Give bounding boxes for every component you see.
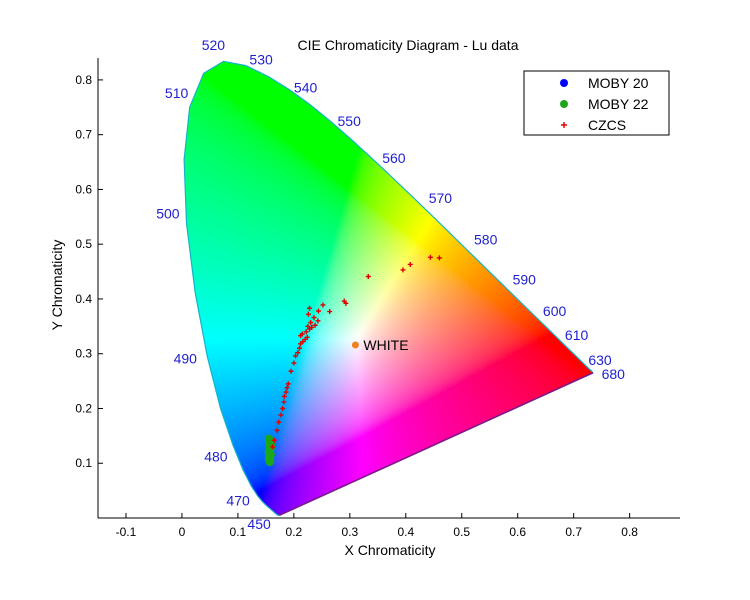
y-tick-label: 0.8 xyxy=(75,73,92,87)
y-tick-label: 0.5 xyxy=(75,237,92,251)
chart-title: CIE Chromaticity Diagram - Lu data xyxy=(298,37,519,53)
data-point xyxy=(309,324,315,330)
wavelength-label: 480 xyxy=(204,449,228,465)
data-point xyxy=(343,300,349,306)
spectral-locus-line xyxy=(183,60,594,516)
x-axis-ticks: -0.1 0 0.1 0.2 0.3 0.4 0.5 0.6 0.7 0.8 xyxy=(116,513,638,539)
wavelength-label: 610 xyxy=(565,327,589,343)
y-tick-label: 0.4 xyxy=(75,292,92,306)
legend: MOBY 20 MOBY 22 CZCS xyxy=(523,70,670,136)
data-point xyxy=(265,458,274,467)
data-point xyxy=(291,360,297,366)
data-point xyxy=(304,334,310,340)
x-tick-label: 0.1 xyxy=(230,525,247,539)
data-point xyxy=(311,315,317,321)
data-point xyxy=(296,345,302,351)
data-point xyxy=(295,350,301,356)
white-point-label: WHITE xyxy=(363,337,408,353)
x-tick-label: 0 xyxy=(179,525,186,539)
y-tick-label: 0.6 xyxy=(75,182,92,196)
data-point xyxy=(427,254,433,260)
wavelength-label: 590 xyxy=(513,271,537,287)
wavelength-label: 520 xyxy=(202,37,226,53)
legend-box xyxy=(523,70,670,136)
wavelength-label: 540 xyxy=(294,80,318,96)
white-point-marker xyxy=(351,341,359,349)
x-tick-label: 0.5 xyxy=(453,525,470,539)
wavelength-labels: 450 470 480 490 500 510 520 530 540 550 560 570 580 5… xyxy=(156,37,625,532)
data-point xyxy=(307,305,313,311)
wavelength-label: 500 xyxy=(156,206,180,222)
data-point xyxy=(305,311,311,317)
x-tick-label: 0.7 xyxy=(565,525,582,539)
wavelength-label: 600 xyxy=(543,303,567,319)
wavelength-label: 530 xyxy=(249,52,273,68)
wavelength-label: 450 xyxy=(247,516,271,532)
wavelength-label: 550 xyxy=(338,113,362,129)
legend-marker xyxy=(561,122,567,128)
data-point xyxy=(285,381,291,387)
data-point xyxy=(278,412,284,418)
line-of-purples xyxy=(279,371,594,516)
axes: -0.1 0 0.1 0.2 0.3 0.4 0.5 0.6 0.7 0.8 0.10.20.30… xyxy=(75,58,680,539)
data-point xyxy=(400,267,406,273)
data-point xyxy=(281,399,287,405)
x-tick-label: 0.8 xyxy=(621,525,638,539)
data-series xyxy=(264,254,442,467)
data-point xyxy=(280,405,286,411)
y-tick-label: 0.3 xyxy=(75,347,92,361)
white-point: WHITE xyxy=(351,337,409,353)
data-point xyxy=(281,393,287,399)
wavelength-label: 490 xyxy=(174,351,198,367)
data-point xyxy=(436,255,442,261)
data-point xyxy=(312,322,318,328)
x-tick-label: 0.3 xyxy=(341,525,358,539)
data-point xyxy=(308,320,314,325)
series-moby-22 xyxy=(264,434,276,467)
y-tick-label: 0.2 xyxy=(75,401,92,415)
data-point xyxy=(270,444,276,450)
wavelength-label: 680 xyxy=(602,366,626,382)
data-point xyxy=(271,437,277,443)
legend-marker xyxy=(560,79,568,87)
data-point xyxy=(327,309,333,315)
legend-label: MOBY 22 xyxy=(588,96,649,112)
data-point xyxy=(315,308,321,314)
wavelength-label: 470 xyxy=(226,493,250,509)
y-tick-label: 0.7 xyxy=(75,128,92,142)
data-point xyxy=(283,389,289,395)
data-point xyxy=(299,331,305,337)
legend-label: MOBY 20 xyxy=(588,75,649,91)
y-tick-label: 0.1 xyxy=(75,456,92,470)
x-axis-label: X Chromaticity xyxy=(344,542,435,558)
wavelength-label: 560 xyxy=(382,150,406,166)
wavelength-label: 510 xyxy=(165,85,189,101)
data-point xyxy=(274,427,280,433)
data-point xyxy=(407,261,413,267)
series-czcs xyxy=(270,254,442,450)
x-tick-label: 0.2 xyxy=(286,525,303,539)
x-tick-label: 0.4 xyxy=(397,525,414,539)
y-axis-label: Y Chromaticity xyxy=(49,240,65,331)
wavelength-label: 630 xyxy=(588,352,612,368)
data-point xyxy=(315,318,321,324)
data-point xyxy=(303,329,309,335)
legend-marker xyxy=(560,100,568,108)
data-point xyxy=(320,302,326,308)
data-point xyxy=(276,419,282,425)
wavelength-label: 580 xyxy=(474,232,498,248)
y-axis-ticks: 0.1 0.2 0.3 0.4 0.5 0.6 0.7 0.8 xyxy=(75,73,103,470)
x-tick-label: 0.6 xyxy=(509,525,526,539)
data-point xyxy=(284,385,290,391)
legend-label: CZCS xyxy=(588,117,626,133)
data-point xyxy=(305,323,311,329)
x-tick-label: -0.1 xyxy=(116,525,137,539)
wavelength-label: 570 xyxy=(429,190,453,206)
data-point xyxy=(293,353,299,359)
data-point xyxy=(288,368,294,374)
data-point xyxy=(365,274,371,279)
